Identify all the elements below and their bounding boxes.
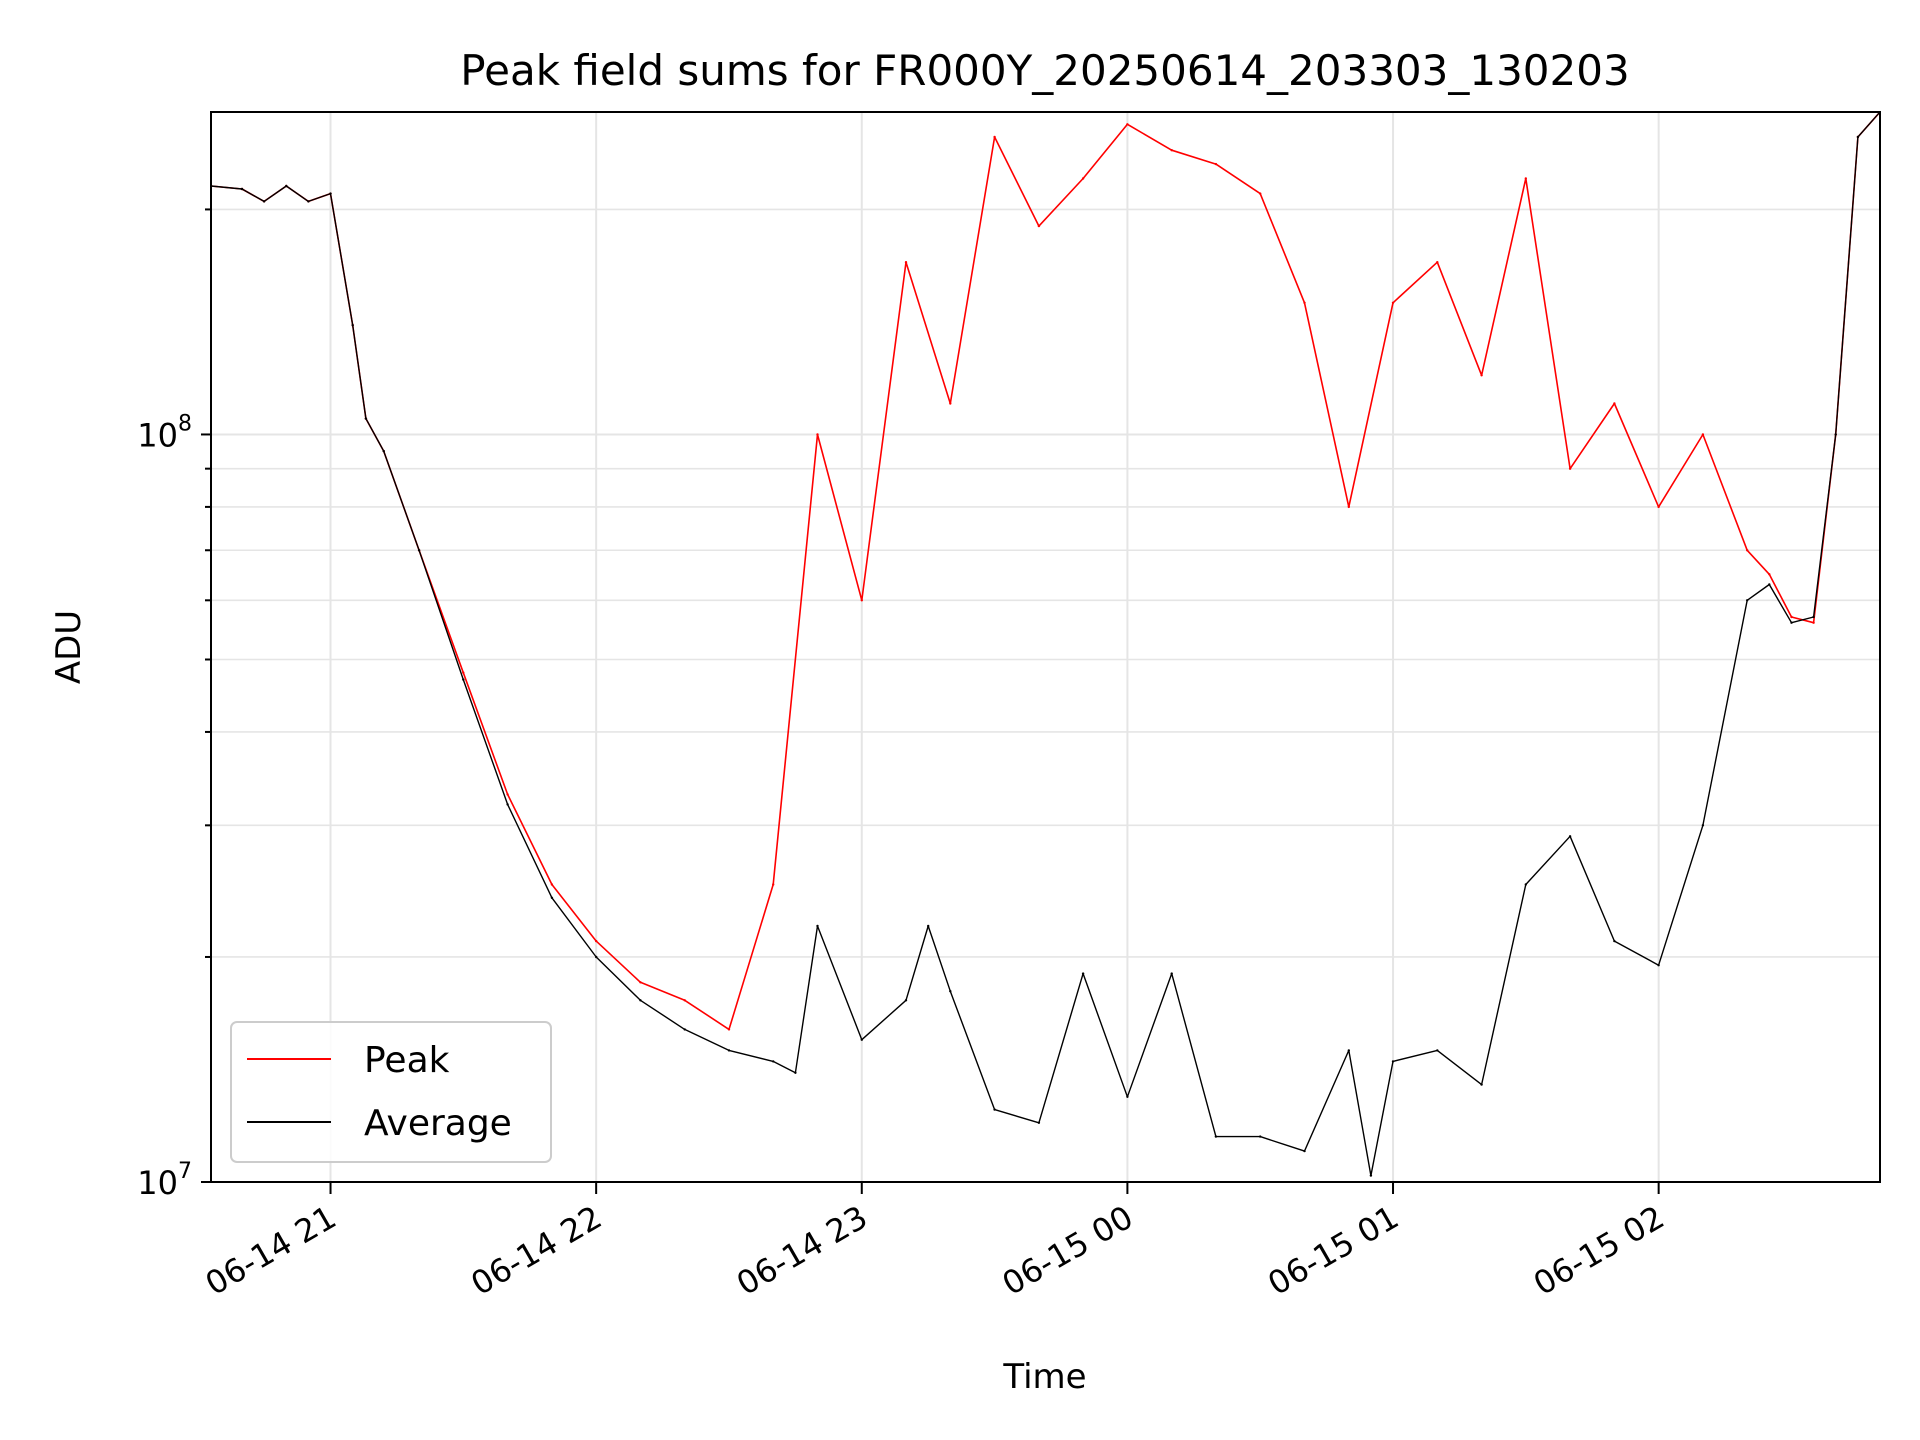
data-point-average [1701, 824, 1705, 827]
data-point-peak [1746, 549, 1749, 552]
y-axis: 107 108 [137, 208, 211, 1202]
data-point-average [772, 1060, 775, 1063]
data-point-peak [1480, 374, 1483, 377]
data-point-average [1790, 621, 1793, 624]
data-point-peak [506, 793, 509, 796]
x-axis-label: Time [1002, 1357, 1086, 1397]
data-point-average [1436, 1049, 1439, 1052]
data-point-peak [1701, 433, 1705, 436]
data-point-average [1037, 1121, 1041, 1125]
data-point-average [351, 324, 354, 327]
data-point-average [949, 990, 952, 993]
data-point-peak [550, 883, 554, 886]
data-point-average [262, 200, 266, 203]
data-point-average [860, 1038, 863, 1041]
data-point-peak [1568, 467, 1572, 470]
data-point-peak [949, 402, 952, 405]
data-point-average [1856, 135, 1860, 139]
data-point-peak [639, 981, 642, 984]
grid [211, 112, 1880, 1183]
data-point-peak [1436, 261, 1439, 264]
data-point-average [307, 200, 310, 203]
legend-box [230, 1021, 552, 1163]
data-point-average [329, 192, 332, 195]
data-point-peak [1303, 301, 1306, 304]
y-tick-label: 108 [137, 411, 192, 454]
y-tick-label: 107 [137, 1159, 192, 1202]
data-point-peak [1259, 192, 1262, 195]
data-point-average [1613, 939, 1616, 943]
data-point-average [1524, 883, 1528, 886]
data-point-peak [816, 433, 819, 436]
data-point-average [904, 999, 908, 1002]
data-point-peak [1812, 621, 1815, 624]
data-point-average [240, 187, 244, 191]
data-point-peak [1613, 402, 1616, 405]
data-point-average [1259, 1135, 1262, 1138]
data-point-average [1369, 1174, 1373, 1177]
data-point-peak [595, 939, 598, 943]
data-point-average [1768, 583, 1771, 586]
series-group [211, 112, 1880, 1177]
data-point-average [1303, 1149, 1306, 1153]
data-point-peak [860, 599, 863, 602]
plot-frame [210, 111, 1881, 1183]
y-axis-label: ADU [49, 610, 89, 684]
data-point-average [1081, 972, 1085, 975]
data-point-average [364, 417, 368, 420]
data-point-average [993, 1108, 996, 1111]
data-point-average [382, 449, 385, 453]
data-point-peak [1214, 162, 1218, 166]
legend-label-peak: Peak [364, 1040, 450, 1081]
data-point-average [683, 1028, 686, 1031]
data-point-average [1480, 1083, 1483, 1086]
data-point-peak [772, 883, 775, 886]
data-point-average [727, 1049, 731, 1052]
data-point-average [927, 924, 930, 928]
data-point-average [639, 999, 642, 1002]
data-point-peak [1081, 177, 1085, 180]
legend: Peak Average [230, 1021, 552, 1163]
data-point-peak [904, 261, 908, 264]
data-point-peak [462, 671, 465, 674]
data-point-average [1834, 433, 1837, 436]
data-point-average [1812, 615, 1815, 619]
data-point-average [1347, 1049, 1351, 1052]
data-point-peak [1126, 123, 1129, 126]
data-point-peak [727, 1028, 731, 1031]
data-point-peak [1657, 505, 1660, 509]
data-point-average [1170, 972, 1173, 975]
data-point-average [506, 803, 509, 806]
data-point-average [794, 1071, 797, 1075]
data-point-average [1746, 599, 1749, 602]
data-point-average [1657, 964, 1660, 967]
data-point-average [1126, 1095, 1129, 1099]
data-point-average [550, 896, 554, 899]
data-point-peak [1391, 301, 1395, 304]
data-point-average [285, 184, 288, 188]
data-point-peak [1170, 149, 1173, 152]
data-point-peak [683, 999, 686, 1002]
data-point-average [816, 924, 819, 928]
data-point-peak [1524, 177, 1528, 180]
data-point-average [595, 955, 598, 959]
data-point-average [417, 549, 421, 552]
chart-title: Peak field sums for FR000Y_20250614_2033… [460, 46, 1629, 95]
data-point-average [462, 678, 465, 681]
data-point-average [1568, 835, 1572, 838]
legend-label-average: Average [364, 1103, 512, 1144]
data-point-peak [1037, 224, 1041, 228]
data-point-average [1391, 1060, 1395, 1063]
data-point-peak [1347, 505, 1351, 509]
data-point-peak [1768, 573, 1771, 576]
data-point-average [1214, 1135, 1218, 1138]
data-point-peak [993, 135, 996, 139]
data-point-peak [1790, 615, 1793, 619]
